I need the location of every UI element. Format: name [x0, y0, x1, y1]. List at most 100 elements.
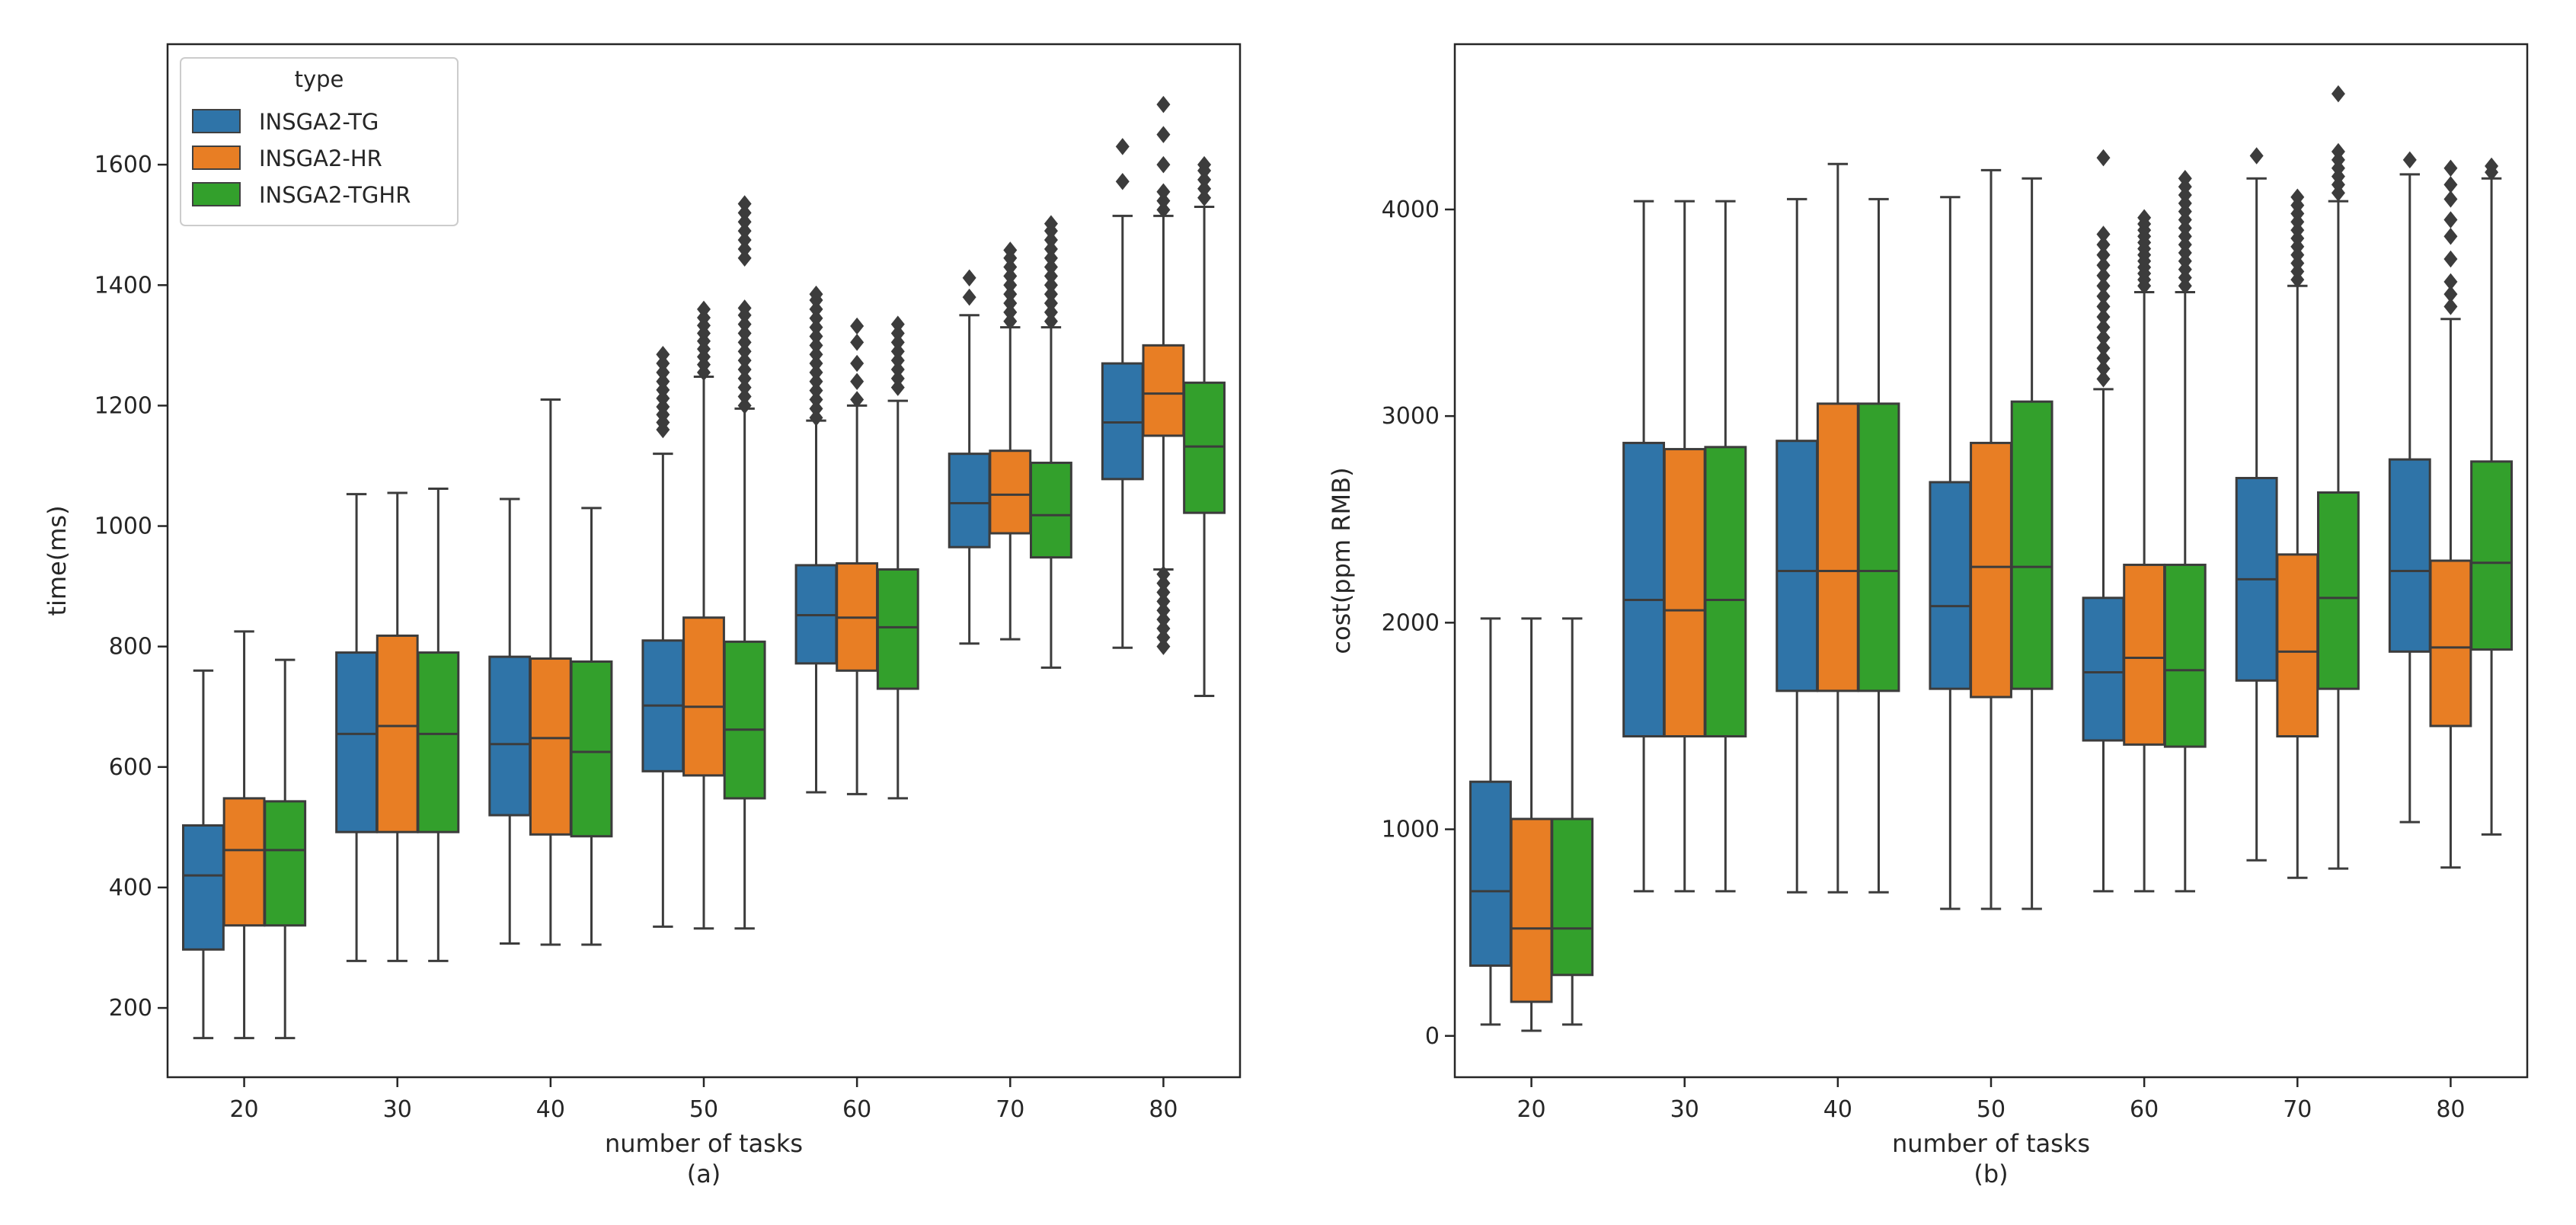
box-body — [948, 453, 991, 549]
box-body — [417, 651, 460, 833]
outlier-point — [1156, 201, 1171, 219]
outlier-point — [737, 222, 752, 240]
outlier-point — [2096, 149, 2111, 167]
outlier-point — [2443, 285, 2458, 303]
panel-a-box-insga2-hr-20 — [222, 630, 266, 1040]
outlier-point — [1044, 258, 1058, 276]
outlier-point — [1044, 249, 1058, 267]
panel-a-box-insga2-tghr-20 — [264, 658, 307, 1040]
outlier-point — [2096, 225, 2111, 243]
outlier-point — [737, 231, 752, 249]
outlier-point — [737, 397, 752, 414]
panel-b-box-insga2-tghr-50 — [2010, 177, 2053, 910]
outlier-point — [2096, 360, 2111, 378]
outlier-point — [2096, 298, 2111, 315]
outlier-point — [2096, 308, 2111, 326]
outlier-point — [2402, 151, 2417, 169]
panel-a-box-insga2-tghr-70 — [1030, 215, 1072, 669]
outlier-point — [809, 318, 823, 336]
panel-a-x-tick-label: 70 — [996, 1096, 1024, 1123]
box-body — [2082, 597, 2125, 742]
panel-a-box-insga2-hr-50 — [682, 300, 725, 930]
outlier-point — [1115, 138, 1130, 155]
outlier-point — [850, 317, 865, 335]
outlier-point — [2443, 190, 2458, 208]
outlier-point — [2096, 318, 2111, 336]
panel-a-box-insga2-tghr-50 — [723, 195, 766, 930]
outlier-point — [1115, 173, 1130, 190]
panel-a-x-tick-label: 80 — [1149, 1096, 1178, 1123]
panel-b-y-tick-label: 4000 — [1382, 197, 1440, 223]
panel-b-cost-chart: 0 1000 2000 3000 4000 20 30 40 50 60 70 80 cost(pp… — [1327, 43, 2529, 1188]
outlier-point — [890, 360, 905, 379]
panel-b-box-insga2-tg-80 — [2388, 151, 2431, 824]
panel-a-y-tick-label: 600 — [109, 754, 152, 781]
outlier-point — [2178, 170, 2192, 187]
box-body — [1101, 362, 1144, 481]
outlier-point — [2096, 246, 2111, 264]
panel-a-y-tick-label: 1600 — [94, 152, 152, 178]
outlier-point — [809, 382, 823, 399]
panel-a-x-tick-label: 50 — [689, 1096, 718, 1123]
outlier-point — [809, 309, 823, 328]
outlier-point — [737, 342, 752, 360]
outlier-point — [737, 388, 752, 405]
legend-label-insga2-hr: INSGA2-HR — [259, 146, 382, 171]
panel-a-plot-content — [182, 95, 1226, 1040]
outlier-point — [1003, 267, 1018, 285]
outlier-point — [890, 342, 905, 360]
outlier-point — [1044, 285, 1058, 303]
panel-a-box-insga2-tghr-30 — [417, 488, 460, 962]
outlier-point — [1156, 565, 1171, 584]
outlier-point — [2443, 159, 2458, 177]
outlier-point — [1044, 312, 1058, 330]
outlier-point — [737, 315, 752, 333]
panel-a-y-axis: 200 400 600 800 1000 1200 1400 1600 — [94, 152, 168, 1022]
outlier-point — [809, 373, 823, 391]
panel-a-y-tick-label: 1000 — [94, 513, 152, 540]
panel-b-box-insga2-tg-20 — [1469, 617, 1512, 1026]
outlier-point — [1156, 192, 1171, 209]
outlier-point — [1003, 285, 1018, 303]
box-body — [2163, 563, 2207, 748]
outlier-point — [2096, 287, 2111, 305]
legend-title: type — [295, 66, 344, 92]
panel-a-y-tick-label: 1200 — [94, 392, 152, 419]
panel-b-plot-content — [1469, 85, 2513, 1032]
legend-label-insga2-tghr: INSGA2-TGHR — [259, 182, 411, 208]
panel-a-y-axis-title: time(ms) — [43, 505, 72, 616]
outlier-point — [1044, 240, 1058, 258]
panel-b-x-tick-label: 50 — [1977, 1096, 2006, 1123]
panel-a-x-tick-label: 30 — [383, 1096, 412, 1123]
panel-b-box-insga2-tghr-60 — [2163, 170, 2207, 893]
outlier-point — [1044, 231, 1058, 249]
outlier-point — [962, 288, 976, 306]
outlier-point — [850, 373, 865, 391]
box-body — [1704, 446, 1747, 738]
panel-a-box-insga2-tghr-60 — [876, 315, 919, 800]
outlier-point — [809, 400, 823, 417]
outlier-point — [1156, 95, 1171, 114]
legend-swatch-insga2-tghr — [192, 182, 241, 206]
panel-a-x-axis-title: number of tasks — [605, 1129, 803, 1158]
outlier-point — [809, 363, 823, 382]
box-body — [1970, 441, 2012, 699]
outlier-point — [1044, 215, 1058, 232]
outlier-point — [1156, 593, 1171, 610]
panel-b-box-insga2-tghr-20 — [1551, 617, 1594, 1026]
outlier-point — [2443, 227, 2458, 245]
box-body — [1142, 344, 1185, 437]
outlier-point — [2096, 339, 2111, 357]
box-body — [2317, 491, 2360, 690]
outlier-point — [809, 300, 823, 318]
outlier-point — [809, 345, 823, 363]
outlier-point — [809, 408, 823, 427]
outlier-point — [1197, 180, 1212, 198]
box-body — [1030, 462, 1072, 559]
outlier-point — [656, 363, 670, 382]
box-body — [264, 800, 307, 927]
outlier-point — [697, 300, 711, 318]
panel-a-x-tick-label: 40 — [536, 1096, 565, 1123]
outlier-point — [2443, 250, 2458, 268]
panel-b-x-tick-label: 30 — [1670, 1096, 1699, 1123]
